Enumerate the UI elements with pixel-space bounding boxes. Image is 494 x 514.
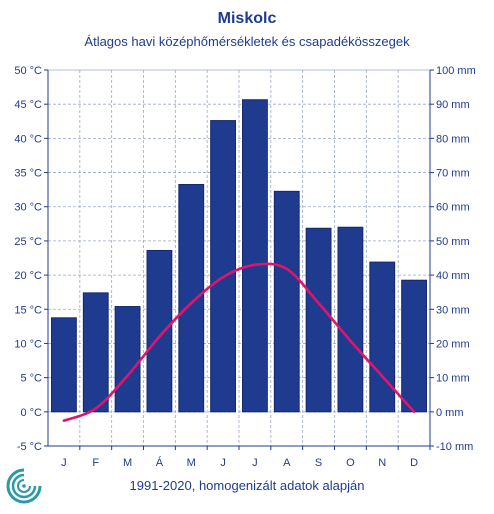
right-tick-label: 100 mm bbox=[436, 65, 476, 77]
right-tick-label: 60 mm bbox=[436, 202, 470, 214]
precipitation-bar bbox=[51, 317, 77, 413]
month-label: A bbox=[283, 457, 291, 469]
right-tick-label: 90 mm bbox=[436, 99, 470, 111]
precipitation-bar bbox=[369, 261, 396, 413]
axes bbox=[44, 69, 434, 450]
month-label: S bbox=[315, 457, 322, 469]
precipitation-bar bbox=[273, 190, 300, 413]
precipitation-bars bbox=[51, 99, 427, 413]
right-tick-label: 20 mm bbox=[436, 338, 470, 350]
precipitation-bar bbox=[114, 306, 141, 413]
right-tick-label: 0 mm bbox=[436, 407, 464, 419]
left-tick-label: 15 °C bbox=[14, 304, 42, 316]
month-label: J bbox=[61, 457, 67, 469]
precipitation-bar bbox=[178, 184, 205, 413]
precipitation-bar bbox=[146, 249, 173, 413]
month-label: O bbox=[346, 457, 355, 469]
left-tick-label: -5 °C bbox=[17, 441, 42, 453]
temperature-line-path bbox=[62, 262, 416, 423]
left-tick-label: 40 °C bbox=[14, 133, 42, 145]
month-label: N bbox=[378, 457, 386, 469]
month-label: M bbox=[123, 457, 132, 469]
left-tick-label: 5 °C bbox=[20, 373, 42, 385]
left-tick-label: 25 °C bbox=[14, 236, 42, 248]
right-tick-label: 40 mm bbox=[436, 270, 470, 282]
chart-title: Miskolc bbox=[217, 10, 277, 27]
precipitation-bar bbox=[210, 120, 236, 413]
right-tick-label: 10 mm bbox=[436, 373, 470, 385]
precipitation-bar bbox=[401, 279, 427, 413]
precipitation-bar bbox=[305, 227, 332, 413]
month-label: D bbox=[410, 457, 418, 469]
left-tick-label: 35 °C bbox=[14, 168, 42, 180]
chart-footer: 1991-2020, homogenizált adatok alapján bbox=[129, 478, 365, 493]
left-tick-label: 50 °C bbox=[14, 65, 42, 77]
right-tick-label: 70 mm bbox=[436, 168, 470, 180]
precipitation-bar bbox=[242, 99, 268, 413]
chart-subtitle: Átlagos havi középhőmérsékletek és csapa… bbox=[84, 34, 410, 49]
temperature-line bbox=[62, 262, 416, 423]
month-label: M bbox=[187, 457, 196, 469]
month-label: Á bbox=[156, 456, 164, 469]
left-tick-label: 0 °C bbox=[20, 407, 42, 419]
month-label: F bbox=[92, 457, 99, 469]
right-tick-label: -10 mm bbox=[436, 441, 473, 453]
right-tick-label: 30 mm bbox=[436, 304, 470, 316]
precipitation-bar bbox=[337, 226, 364, 413]
month-label: J bbox=[252, 457, 258, 469]
precipitation-bar bbox=[82, 292, 109, 413]
tick-labels: -5 °C 0 °C 5 °C 10 °C 15 °C 20 °C 25 °C 30 °C 35… bbox=[14, 65, 475, 469]
left-tick-label: 20 °C bbox=[14, 270, 42, 282]
left-tick-label: 30 °C bbox=[14, 202, 42, 214]
left-tick-label: 10 °C bbox=[14, 338, 42, 350]
swirl-logo-icon bbox=[6, 468, 42, 504]
left-tick-label: 45 °C bbox=[14, 99, 42, 111]
month-label: J bbox=[220, 457, 226, 469]
grid bbox=[48, 69, 430, 447]
right-tick-label: 50 mm bbox=[436, 236, 470, 248]
right-tick-label: 80 mm bbox=[436, 133, 470, 145]
